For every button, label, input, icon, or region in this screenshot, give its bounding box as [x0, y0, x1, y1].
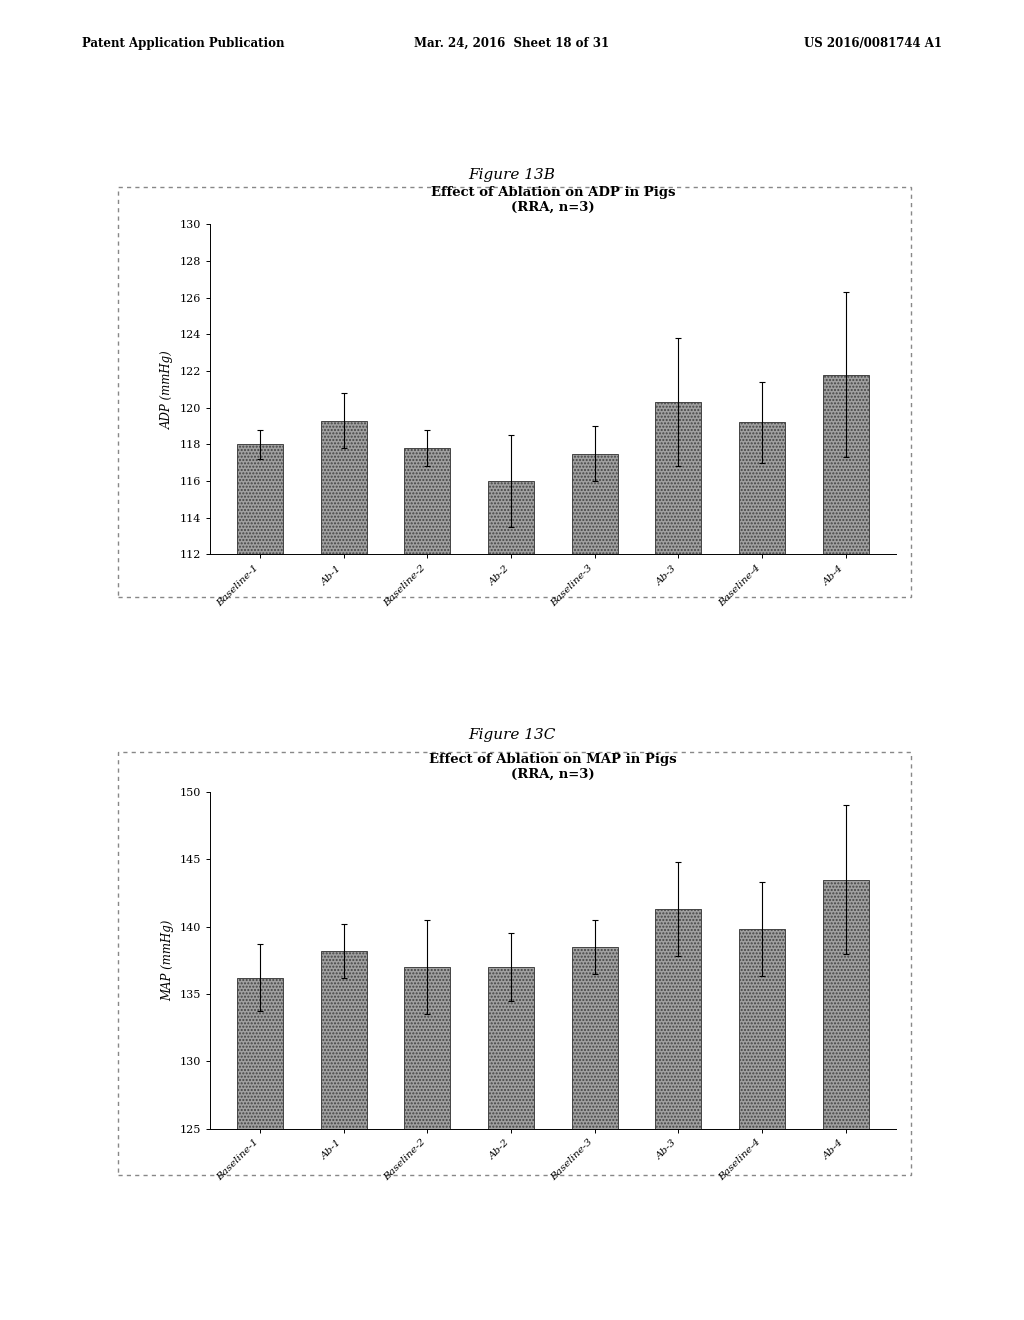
Bar: [571, 946, 617, 1320]
Title: Effect of Ablation on ADP in Pigs
(RRA, n=3): Effect of Ablation on ADP in Pigs (RRA, …: [431, 186, 675, 214]
Bar: [823, 879, 868, 1320]
Bar: [823, 375, 868, 1320]
Text: US 2016/0081744 A1: US 2016/0081744 A1: [804, 37, 942, 50]
Y-axis label: ADP (mmHg): ADP (mmHg): [161, 350, 174, 429]
Bar: [321, 950, 367, 1320]
Bar: [404, 968, 451, 1320]
Bar: [238, 978, 283, 1320]
Bar: [739, 422, 785, 1320]
Bar: [739, 929, 785, 1320]
Text: Figure 13B: Figure 13B: [469, 168, 555, 182]
Bar: [571, 454, 617, 1320]
Bar: [238, 445, 283, 1320]
Bar: [488, 480, 535, 1320]
Text: Patent Application Publication: Patent Application Publication: [82, 37, 285, 50]
Bar: [655, 403, 701, 1320]
Title: Effect of Ablation on MAP in Pigs
(RRA, n=3): Effect of Ablation on MAP in Pigs (RRA, …: [429, 754, 677, 781]
Bar: [488, 968, 535, 1320]
Bar: [321, 421, 367, 1320]
Bar: [655, 909, 701, 1320]
Text: Mar. 24, 2016  Sheet 18 of 31: Mar. 24, 2016 Sheet 18 of 31: [415, 37, 609, 50]
Y-axis label: MAP (mmHg): MAP (mmHg): [161, 920, 174, 1001]
Text: Figure 13C: Figure 13C: [468, 727, 556, 742]
Bar: [404, 447, 451, 1320]
